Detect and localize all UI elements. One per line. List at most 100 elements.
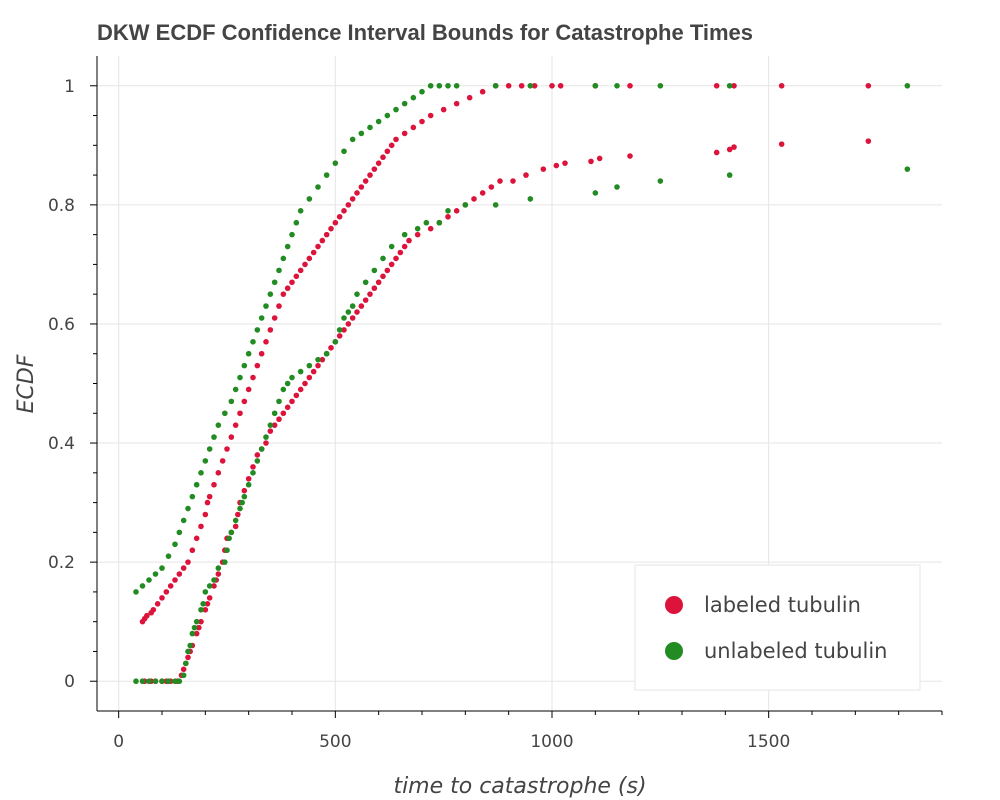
series0-lower-point: [293, 392, 300, 399]
series0-lower-point: [367, 291, 373, 297]
series0-lower-point: [358, 303, 365, 309]
series0-upper-point: [731, 82, 737, 89]
series1-upper-point: [185, 505, 191, 512]
series0-upper-point: [427, 112, 434, 119]
series0-upper-point: [245, 386, 252, 393]
series1-upper-point: [492, 82, 499, 89]
series0-upper-point: [380, 154, 386, 161]
series0-upper-point: [328, 225, 334, 232]
series1-lower-point: [289, 374, 295, 381]
series1-lower-point: [215, 565, 222, 571]
series0-lower-point: [406, 237, 412, 244]
series0-lower-point: [302, 380, 308, 387]
legend-marker-labeled: [665, 596, 683, 614]
series0-lower-point: [289, 398, 295, 405]
series1-lower-point: [726, 172, 733, 178]
series1-lower-point: [284, 380, 291, 387]
series0-upper-point: [276, 303, 282, 309]
series0-lower-point: [204, 601, 211, 607]
y-axis-title: ECDF: [14, 354, 39, 413]
series1-upper-point: [427, 82, 434, 89]
series1-lower-point: [614, 184, 620, 190]
series0-upper-point: [778, 82, 785, 89]
series0-upper-point: [410, 124, 417, 131]
series1-upper-point: [445, 82, 451, 89]
series0-upper-point: [384, 148, 391, 155]
series0-upper-point: [310, 249, 317, 256]
series1-lower-point: [341, 315, 347, 321]
series0-lower-point: [345, 321, 352, 327]
series0-lower-point: [198, 618, 204, 625]
series0-lower-point: [362, 297, 369, 303]
series0-upper-point: [219, 458, 226, 464]
series0-lower-point: [241, 487, 248, 494]
series0-lower-point: [865, 138, 872, 144]
x-axis-title: time to catastrophe (s): [393, 774, 646, 799]
y-tick-label: 0.4: [48, 434, 75, 454]
y-tick-label: 0.8: [48, 196, 75, 216]
series0-upper-point: [531, 82, 538, 89]
series1-lower-point: [187, 642, 193, 649]
series0-lower-point: [627, 153, 633, 159]
legend-box: [634, 564, 921, 691]
series0-lower-point: [453, 208, 460, 214]
series0-lower-point: [479, 190, 486, 196]
series1-lower-point: [193, 618, 200, 625]
series1-upper-point: [241, 362, 248, 369]
series0-upper-point: [401, 130, 408, 137]
x-tick-label: 1000: [530, 732, 573, 752]
series1-upper-point: [263, 303, 269, 309]
series0-lower-point: [306, 374, 313, 381]
series0-upper-point: [228, 434, 235, 440]
series0-lower-point: [596, 155, 603, 162]
legend-marker-unlabeled: [665, 642, 683, 660]
series1-upper-point: [232, 386, 239, 393]
series1-lower-point: [250, 470, 256, 476]
series0-lower-point: [388, 261, 395, 268]
series1-lower-point: [436, 219, 443, 226]
series1-lower-point: [189, 630, 196, 637]
series1-upper-point: [410, 94, 417, 101]
series1-lower-point: [297, 368, 304, 375]
series1-lower-point: [228, 529, 235, 536]
series0-lower-point: [263, 440, 269, 446]
series0-upper-point: [302, 261, 308, 268]
series0-upper-point: [371, 166, 378, 172]
series0-upper-point: [254, 362, 261, 369]
series0-upper-point: [453, 100, 460, 107]
series1-upper-point: [254, 327, 261, 333]
series1-upper-point: [293, 219, 300, 226]
series1-lower-point: [332, 339, 339, 345]
series1-lower-point: [185, 648, 191, 655]
series0-upper-point: [237, 410, 243, 417]
series0-upper-point: [211, 481, 217, 488]
series0-lower-point: [276, 416, 282, 423]
series0-upper-point: [367, 172, 373, 178]
series1-upper-point: [180, 517, 187, 524]
series0-lower-point: [215, 571, 222, 577]
series0-lower-point: [384, 267, 391, 274]
legend-label-unlabeled: unlabeled tubulin: [704, 639, 888, 663]
series1-lower-point: [224, 547, 230, 554]
series1-upper-point: [614, 82, 620, 89]
series1-lower-point: [165, 678, 172, 685]
series1-lower-point: [139, 678, 146, 685]
x-tick-label: 1500: [747, 732, 790, 752]
series0-lower-point: [336, 333, 343, 339]
series0-upper-point: [202, 511, 209, 518]
series1-lower-point: [401, 231, 408, 238]
series0-lower-point: [354, 309, 360, 315]
series1-upper-point: [349, 136, 356, 143]
x-tick-label: 500: [319, 732, 351, 752]
series0-lower-point: [315, 362, 321, 369]
series0-upper-point: [176, 571, 183, 577]
series1-lower-point: [315, 356, 321, 363]
series1-upper-point: [332, 160, 339, 166]
series1-lower-point: [263, 434, 269, 440]
series0-upper-point: [341, 208, 347, 214]
series0-upper-point: [280, 291, 287, 297]
series0-upper-point: [345, 202, 352, 208]
series0-upper-point: [172, 577, 178, 583]
series0-lower-point: [497, 178, 503, 184]
